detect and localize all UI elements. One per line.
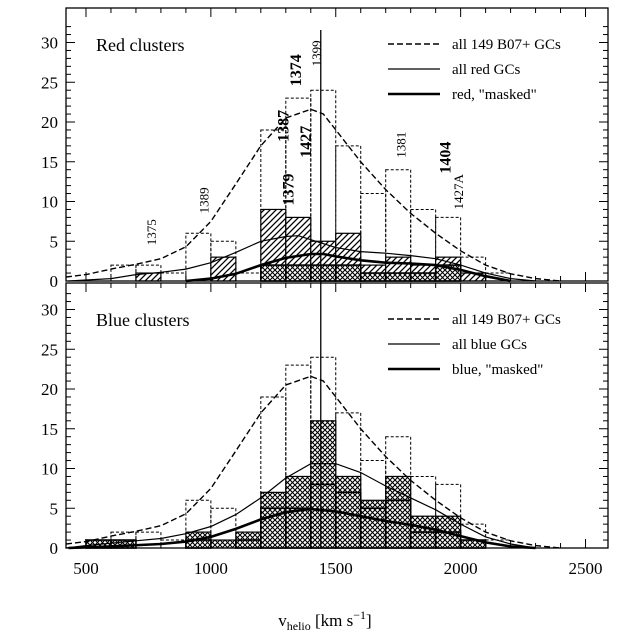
bar-all-top-1200	[260, 129, 287, 282]
x-axis-label-main: v	[278, 611, 287, 630]
x-axis-label-sup: −1	[353, 608, 366, 622]
curve-bottom-blue-masked	[68, 507, 536, 550]
y-tick-label-top-20: 20	[41, 113, 58, 132]
x-tick-label-1500: 1500	[319, 559, 353, 578]
x-axis-label: vhelio [km s−1]	[278, 608, 371, 633]
y-tick-label-bottom-30: 30	[41, 301, 58, 320]
x-axis-label-unit: [km s	[311, 611, 354, 630]
curve-bottom-all-149-b07-gcs	[65, 375, 561, 549]
legend-label-bottom-1: all blue GCs	[452, 337, 527, 353]
panel-blue-clusters: 0 5 10 15 20 25 30 Blue clusters all 149 B07+ GC…	[41, 282, 609, 578]
bar-masked-top-1700	[384, 272, 412, 282]
bar-masked-top-1600	[359, 272, 387, 282]
annotation-1427a: 1427A	[451, 173, 466, 209]
x-tick-label-2000: 2000	[444, 559, 478, 578]
curve-top-all-red-gcs	[68, 235, 536, 282]
annotation-1387: 1387	[275, 110, 292, 142]
panel-title-top: Red clusters	[96, 35, 184, 55]
y-tick-label-top-15: 15	[41, 153, 58, 172]
bar-masked-bottom-1100	[235, 539, 262, 549]
bar-masked-bottom-1400	[309, 483, 337, 549]
annotation-1375: 1375	[144, 219, 159, 245]
y-tick-label-top-30: 30	[41, 34, 58, 53]
x-tick-label-1000: 1000	[194, 559, 228, 578]
annotation-1379: 1379	[280, 173, 297, 205]
curve-top-all-149-b07-gcs	[65, 108, 561, 282]
y-tick-label-bottom-20: 20	[41, 380, 58, 399]
y-tick-label-bottom-0: 0	[50, 539, 59, 558]
x-axis-label-end: ]	[366, 611, 372, 630]
x-axis-label-sub: helio	[287, 619, 311, 633]
bar-masked-bottom-1500	[334, 491, 362, 549]
legend-label-top-2: red, "masked"	[452, 87, 537, 103]
annotation-1389: 1389	[196, 187, 211, 213]
legend-label-bottom-2: blue, "masked"	[452, 362, 543, 378]
bar-masked-bottom-1300	[284, 507, 312, 549]
x-tick-label-500: 500	[73, 559, 99, 578]
bar-all-bottom-1200	[260, 396, 287, 549]
bar-masked-top-1500	[334, 264, 362, 282]
y-tick-label-top-10: 10	[41, 193, 58, 212]
annotation-1399: 1399	[309, 40, 324, 66]
bar-masked-top-1200	[260, 264, 287, 282]
bar-all-top-1100	[235, 272, 262, 282]
legend-label-bottom-0: all 149 B07+ GCs	[452, 312, 561, 328]
annotation-1427: 1427	[298, 126, 315, 158]
x-tick-label-2500: 2500	[569, 559, 603, 578]
plot-frame-top	[65, 7, 609, 282]
y-tick-label-bottom-15: 15	[41, 420, 58, 439]
y-tick-label-bottom-10: 10	[41, 460, 58, 479]
annotation-1404: 1404	[438, 142, 455, 174]
bar-all-top-600	[110, 264, 137, 282]
bar-color-bottom-1000	[210, 539, 237, 549]
y-tick-label-top-5: 5	[50, 232, 59, 251]
curve-top-red-masked	[185, 252, 511, 283]
bar-masked-bottom-1600	[359, 507, 387, 549]
legend-label-top-1: all red GCs	[452, 62, 520, 78]
annotation-1374: 1374	[288, 54, 305, 86]
bar-masked-top-1400	[309, 264, 337, 282]
y-tick-label-bottom-5: 5	[50, 499, 59, 518]
y-tick-label-bottom-25: 25	[41, 340, 58, 359]
bar-masked-top-1300	[284, 264, 312, 282]
bar-masked-top-1800	[409, 272, 437, 282]
bar-all-top-900	[185, 232, 212, 282]
panel-title-bottom: Blue clusters	[96, 310, 189, 330]
y-tick-label-top-0: 0	[50, 272, 59, 291]
bar-all-top-800	[160, 272, 187, 282]
y-tick-label-top-25: 25	[41, 73, 58, 92]
plot-frame-bottom	[65, 282, 609, 549]
annotation-1381: 1381	[394, 132, 409, 158]
bar-masked-bottom-1800	[409, 531, 437, 549]
panel-red-clusters: 0 5 10 15 20 25 30 Red clusters all 149 B07+ GCs…	[41, 7, 609, 291]
bar-all-top-1800	[410, 208, 437, 282]
legend-label-top-0: all 149 B07+ GCs	[452, 37, 561, 53]
curve-bottom-all-blue-gcs	[65, 463, 536, 549]
